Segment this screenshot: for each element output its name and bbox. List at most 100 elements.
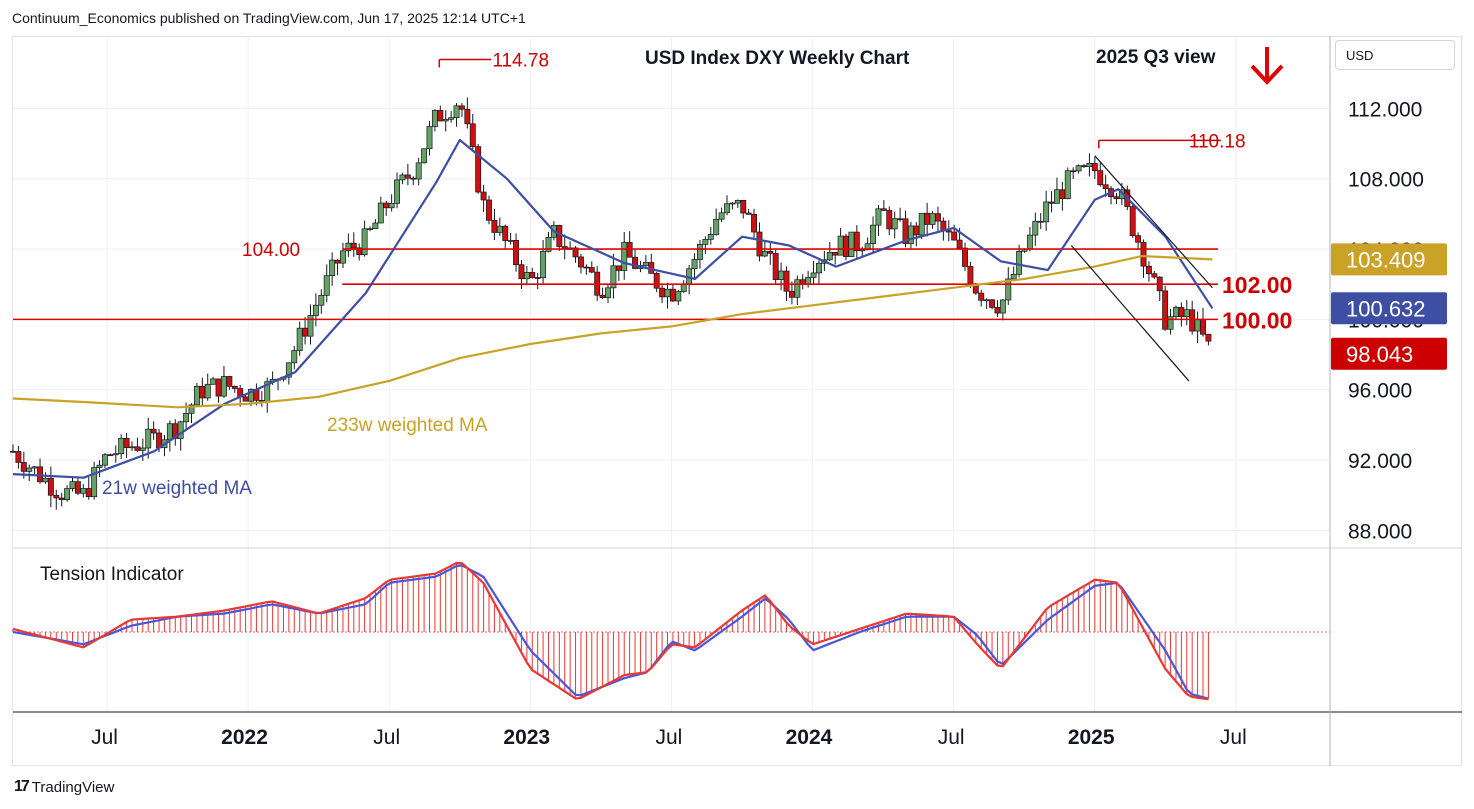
candle-body: [1189, 309, 1196, 332]
candle-body: [707, 234, 714, 240]
weekly-candle: [47, 466, 54, 508]
weekly-candle: [724, 195, 730, 216]
weekly-candle: [448, 111, 455, 123]
weekly-candle: [102, 452, 108, 468]
weekly-candle: [697, 239, 703, 269]
candle-body: [69, 481, 76, 489]
candle-body: [1059, 189, 1066, 200]
weekly-candle: [680, 280, 687, 293]
x-tick-label: Jul: [1220, 726, 1247, 749]
published-header: Continuum_Economics published on Trading…: [12, 10, 526, 26]
weekly-candle: [502, 224, 509, 250]
weekly-candle: [745, 209, 752, 215]
candle-body: [394, 179, 400, 204]
candle-body: [556, 225, 563, 247]
candle-body: [15, 451, 22, 463]
candle-body: [145, 428, 152, 449]
candle-body: [605, 287, 611, 298]
weekly-candle: [442, 110, 449, 132]
candle-body: [875, 208, 882, 226]
weekly-candle: [486, 195, 492, 225]
candle-body: [697, 244, 703, 260]
level-label: 102.00: [1222, 272, 1292, 298]
candle-body: [718, 212, 725, 220]
weekly-candle: [853, 225, 860, 259]
weekly-candle: [913, 222, 920, 247]
weekly-candle: [291, 345, 298, 370]
candle-body: [486, 199, 492, 221]
weekly-candle: [1043, 190, 1050, 231]
candle-body: [459, 105, 465, 110]
candle-body: [529, 272, 536, 278]
weekly-candle: [372, 219, 379, 229]
candle-body: [788, 290, 795, 298]
weekly-candle: [729, 201, 736, 210]
weekly-candle: [453, 102, 460, 127]
candle-body: [978, 292, 985, 301]
candle-body: [502, 225, 509, 241]
candle-body: [740, 199, 747, 214]
weekly-candle: [177, 420, 184, 451]
candle-body: [388, 203, 395, 209]
weekly-candle: [989, 298, 995, 310]
weekly-candle: [507, 232, 514, 245]
weekly-candle: [491, 208, 498, 241]
x-tick-label: Jul: [91, 726, 118, 749]
weekly-candle: [886, 206, 893, 236]
candle-body: [415, 162, 422, 180]
weekly-candle: [691, 253, 698, 280]
tradingview-brand[interactable]: 17 TradingView: [14, 778, 114, 796]
candle-body: [945, 230, 952, 233]
weekly-candle: [556, 224, 563, 251]
candle-body: [1010, 273, 1017, 280]
weekly-candle: [394, 172, 400, 209]
weekly-candle: [675, 289, 682, 306]
weekly-candle: [1026, 227, 1033, 252]
candle-body: [426, 126, 433, 150]
candle-body: [85, 488, 92, 498]
weekly-candle: [756, 222, 763, 262]
x-tick-label: 2022: [221, 726, 268, 749]
weekly-candle: [296, 321, 303, 356]
weekly-candle: [221, 366, 227, 398]
weekly-candle: [837, 228, 844, 256]
candle-body: [312, 304, 319, 316]
candle-body: [491, 219, 498, 233]
candle-body: [880, 208, 887, 211]
candle-body: [918, 212, 925, 236]
axis-price-badge: [1331, 292, 1447, 325]
weekly-candle: [767, 241, 774, 265]
weekly-candle: [605, 284, 611, 303]
candle-body: [329, 259, 336, 277]
candle-body: [199, 385, 206, 399]
candle-body: [183, 412, 190, 423]
weekly-candle: [924, 203, 931, 237]
weekly-candle: [469, 113, 476, 152]
candle-body: [745, 212, 752, 215]
candle-body: [680, 283, 687, 292]
weekly-candle: [626, 231, 633, 258]
candle-body: [621, 242, 628, 271]
candle-body: [80, 488, 87, 494]
weekly-candle: [1097, 161, 1104, 187]
weekly-candle: [713, 208, 720, 236]
candle-body: [1048, 201, 1055, 204]
weekly-candle: [1113, 192, 1120, 204]
weekly-candle: [1151, 271, 1158, 279]
candle-body: [340, 250, 346, 264]
weekly-candle: [529, 267, 536, 279]
candle-body: [96, 464, 103, 468]
candle-body: [929, 213, 936, 225]
weekly-candle: [642, 255, 649, 268]
candle-body: [983, 299, 990, 302]
weekly-candle: [204, 373, 211, 401]
candle-body: [1167, 316, 1174, 330]
weekly-candle: [653, 271, 660, 293]
candle-body: [848, 231, 855, 257]
candle-body: [1113, 196, 1120, 200]
candle-body: [480, 191, 487, 201]
candle-body: [318, 294, 325, 306]
weekly-candle: [832, 251, 839, 265]
currency-button[interactable]: USD: [1335, 40, 1455, 70]
candle-body: [994, 307, 1001, 314]
